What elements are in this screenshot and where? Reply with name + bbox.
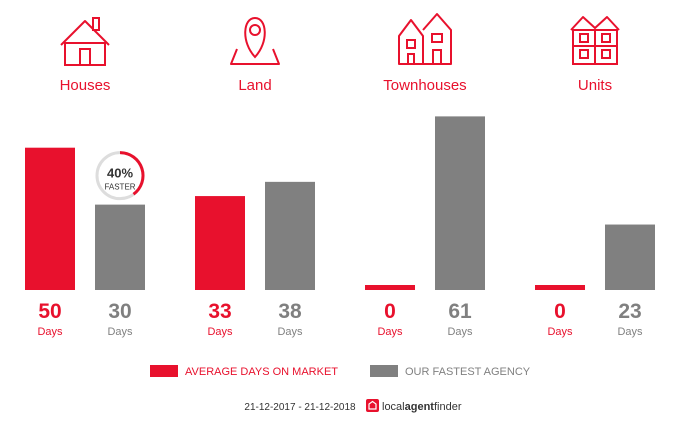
bar-land-average-days-on-market xyxy=(195,196,245,290)
value-label-units-average-days-on-market: 0 xyxy=(554,300,566,323)
legend-swatch-average-days-on-market xyxy=(150,365,178,377)
faster-annotation: 40% FASTER xyxy=(95,151,145,201)
value-label-land-average-days-on-market: 33 xyxy=(208,300,231,323)
category-label-land: Land xyxy=(238,77,271,94)
category-label-townhouses: Townhouses xyxy=(383,77,466,94)
unit-label-houses-average-days-on-market: Days xyxy=(37,326,63,338)
unit-label-townhouses-our-fastest-agency: Days xyxy=(447,326,473,338)
brand-finder: finder xyxy=(434,401,462,413)
unit-label-land-average-days-on-market: Days xyxy=(207,326,233,338)
value-label-townhouses-our-fastest-agency: 61 xyxy=(448,300,472,323)
date-range: 21-12-2017 - 21-12-2018 xyxy=(244,402,356,413)
legend-label-average-days-on-market: AVERAGE DAYS ON MARKET xyxy=(185,366,338,378)
unit-label-units-our-fastest-agency: Days xyxy=(617,326,643,338)
category-label-houses: Houses xyxy=(60,77,111,94)
value-label-units-our-fastest-agency: 23 xyxy=(618,300,641,323)
faster-badge-arc xyxy=(119,151,145,196)
brand-logo: localagentfinder xyxy=(366,399,462,413)
faster-label: FASTER xyxy=(104,183,135,192)
value-label-land-our-fastest-agency: 38 xyxy=(278,300,302,323)
brand-local: local xyxy=(382,401,405,413)
legend: AVERAGE DAYS ON MARKET OUR FASTEST AGENCY xyxy=(150,365,531,378)
category-icons xyxy=(60,13,620,66)
value-label-houses-our-fastest-agency: 30 xyxy=(108,300,131,323)
unit-label-units-average-days-on-market: Days xyxy=(547,326,573,338)
bars xyxy=(25,116,655,290)
bar-houses-our-fastest-agency xyxy=(95,204,145,290)
bar-townhouses-our-fastest-agency xyxy=(435,116,485,290)
category-label-units: Units xyxy=(578,77,612,94)
unit-label-townhouses-average-days-on-market: Days xyxy=(377,326,403,338)
faster-percent: 40% xyxy=(107,166,133,181)
unit-label-land-our-fastest-agency: Days xyxy=(277,326,303,338)
legend-item-average-days-on-market: AVERAGE DAYS ON MARKET xyxy=(150,365,338,378)
value-labels: 50 Days 30 Days 33 Days 38 Days 0 Days 61 Days 0 Days… xyxy=(37,300,643,338)
house-icon xyxy=(60,17,110,66)
apartment-icon xyxy=(570,16,620,65)
value-label-townhouses-average-days-on-market: 0 xyxy=(384,300,396,323)
legend-label-our-fastest-agency: OUR FASTEST AGENCY xyxy=(405,366,531,378)
bar-townhouses-average-days-on-market xyxy=(365,285,415,290)
bar-houses-average-days-on-market xyxy=(25,147,75,290)
unit-label-houses-our-fastest-agency: Days xyxy=(107,326,133,338)
bar-land-our-fastest-agency xyxy=(265,181,315,290)
brand-agent: agent xyxy=(405,401,435,413)
footer: 21-12-2017 - 21-12-2018 localagentfinder xyxy=(244,399,462,413)
map-pin-icon xyxy=(230,16,280,65)
bar-units-our-fastest-agency xyxy=(605,224,655,290)
townhouse-icon xyxy=(398,13,452,65)
bar-units-average-days-on-market xyxy=(535,285,585,290)
svg-text:localagentfinder: localagentfinder xyxy=(382,401,462,413)
legend-swatch-our-fastest-agency xyxy=(370,365,398,377)
category-labels: Houses Land Townhouses Units xyxy=(60,77,613,94)
legend-item-our-fastest-agency: OUR FASTEST AGENCY xyxy=(370,365,531,378)
value-label-houses-average-days-on-market: 50 xyxy=(38,300,61,323)
